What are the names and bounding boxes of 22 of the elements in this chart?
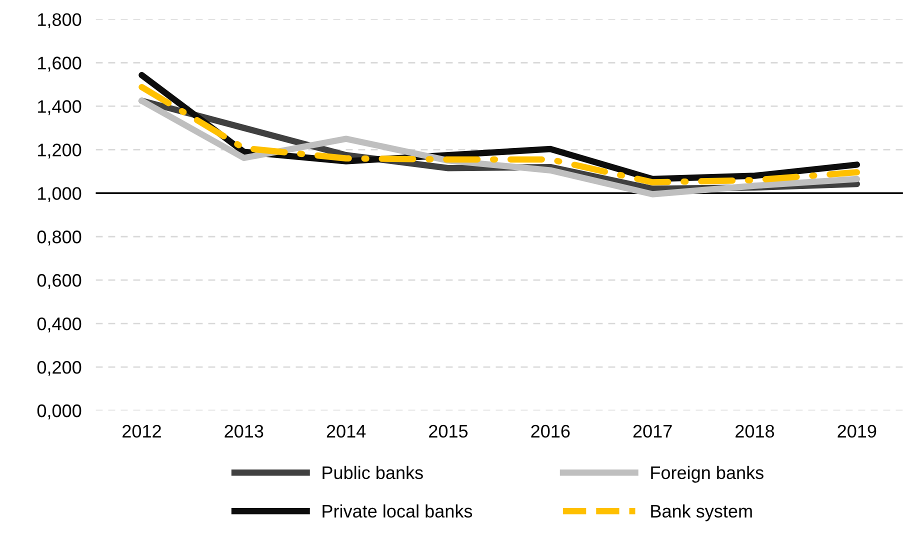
legend-label: Bank system	[651, 504, 752, 522]
y-tick-label: 1,400	[38, 100, 82, 116]
y-tick-label: 1,800	[38, 13, 82, 28]
x-tick-label: 2019	[838, 424, 876, 438]
x-tick-label: 2018	[736, 424, 774, 438]
x-tick-label: 2013	[224, 424, 264, 438]
legend-label: Private local banks	[322, 504, 472, 518]
x-tick-label: 2017	[633, 424, 672, 438]
y-tick-label: 0,600	[37, 274, 82, 289]
legend-label: Public banks	[322, 466, 423, 480]
x-tick-label: 2016	[531, 424, 570, 438]
y-tick-label: 0,200	[37, 360, 82, 376]
y-tick-label: 1,600	[38, 56, 82, 72]
x-tick-label: 2014	[326, 424, 366, 438]
x-tick-label: 2015	[429, 424, 468, 438]
y-tick-label: 0,400	[37, 317, 82, 332]
y-tick-label: 0,000	[37, 404, 82, 420]
x-tick-label: 2012	[122, 424, 161, 438]
legend-label: Foreign banks	[651, 466, 764, 483]
y-tick-label: 1,000	[38, 187, 82, 202]
y-tick-label: 0,800	[37, 230, 82, 246]
y-tick-label: 1,200	[38, 144, 82, 159]
